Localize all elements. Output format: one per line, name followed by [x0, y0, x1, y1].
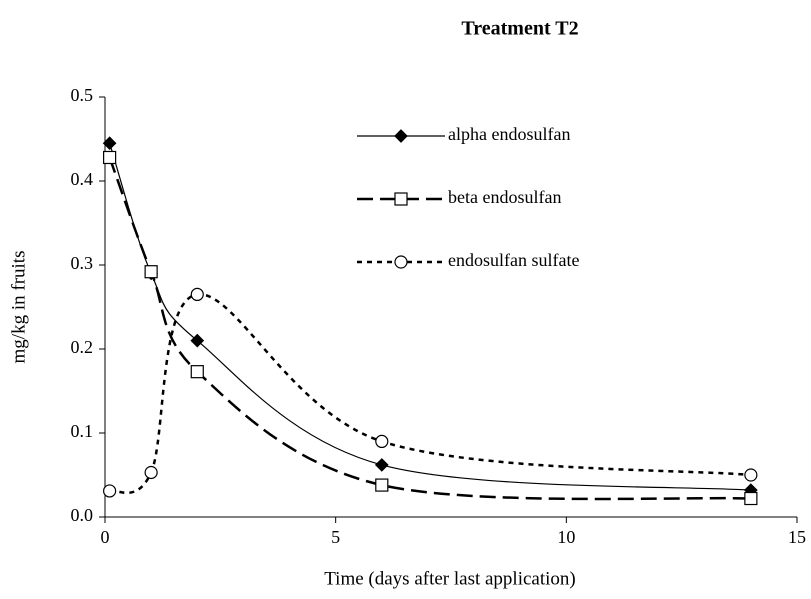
marker [394, 129, 408, 143]
marker [103, 484, 117, 498]
series-line [108, 157, 751, 501]
marker [394, 192, 408, 206]
y-tick-label: 0.2 [71, 337, 94, 357]
legend-label: alpha endosulfan [448, 124, 570, 144]
y-axis-label: mg/kg in fruits [8, 251, 29, 364]
chart-title: Treatment T2 [461, 18, 578, 40]
y-tick-label: 0.1 [71, 421, 94, 441]
series-line [109, 293, 751, 495]
marker [375, 434, 389, 448]
marker [394, 255, 408, 269]
marker [102, 136, 117, 151]
marker [144, 465, 158, 480]
marker [375, 478, 389, 492]
y-tick-label: 0.5 [71, 85, 94, 105]
series-line [109, 143, 751, 491]
legend-label: endosulfan sulfate [448, 250, 579, 270]
x-tick-label: 0 [101, 527, 110, 547]
marker [190, 333, 205, 348]
marker [744, 468, 758, 482]
y-tick-label: 0.4 [71, 169, 94, 189]
x-tick-label: 5 [331, 527, 340, 547]
legend-label: beta endosulfan [448, 187, 561, 207]
marker [744, 491, 758, 506]
x-tick-label: 10 [557, 527, 575, 547]
x-tick-label: 15 [788, 527, 806, 547]
x-axis-label: Time (days after last application) [324, 568, 576, 589]
marker [144, 265, 158, 279]
marker [190, 287, 204, 301]
marker [374, 458, 389, 472]
y-tick-label: 0.0 [71, 505, 94, 525]
marker [190, 365, 204, 379]
y-tick-label: 0.3 [71, 253, 94, 273]
marker [103, 150, 117, 165]
